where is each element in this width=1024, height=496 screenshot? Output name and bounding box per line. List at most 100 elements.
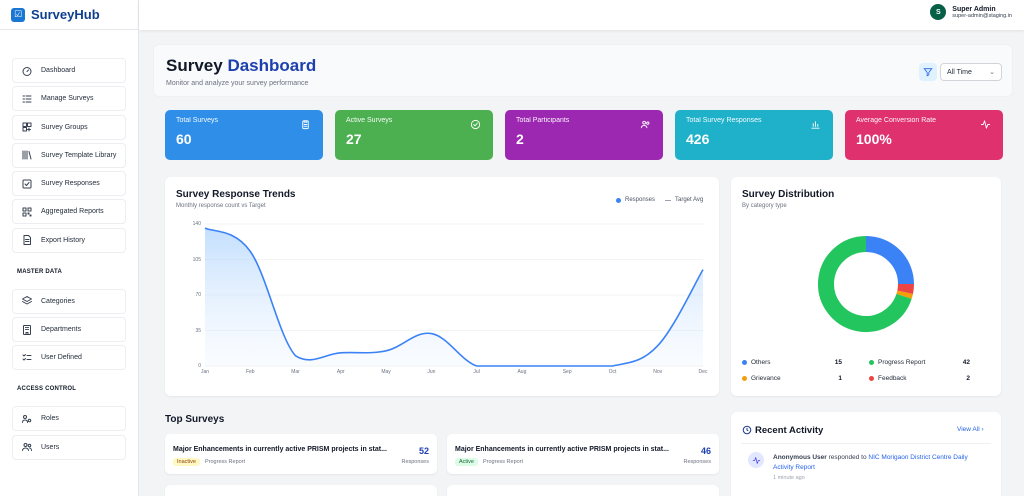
divider [741, 443, 991, 444]
users-icon [22, 443, 32, 452]
nav-section-master: MASTER DATA [17, 268, 62, 275]
legend-label: Others [751, 359, 771, 366]
survey-name: Major Enhancements in currently active P… [173, 446, 387, 453]
view-all-link[interactable]: View All › [957, 426, 984, 433]
time-range-select[interactable]: All Time ⌄ [940, 63, 1002, 81]
x-tick-label: Jun [427, 369, 436, 375]
sidebar-item-dashboard[interactable]: Dashboard [12, 58, 126, 83]
sidebar-item-manage-surveys[interactable]: Manage Surveys [12, 86, 126, 112]
legend-value: 2 [966, 375, 970, 382]
legend-dot-icon [742, 376, 747, 381]
x-tick-label: Aug [517, 369, 527, 375]
sidebar-item-roles[interactable]: Roles [12, 406, 126, 432]
brand-name: SurveyHub [31, 7, 100, 22]
avatar[interactable]: S [930, 4, 947, 20]
activity-icon [980, 120, 991, 129]
slice-grievance[interactable] [896, 290, 913, 299]
logo-icon: ☑ [11, 7, 25, 22]
top-survey-card[interactable]: Major Enhancements in currently active P… [447, 434, 719, 474]
legend-progress-report[interactable]: Progress Report [869, 359, 925, 366]
trends-subtitle: Monthly response count vs Target [176, 203, 266, 209]
stat-label: Active Surveys [346, 117, 393, 124]
stat-icon-wrap [810, 117, 821, 129]
sidebar-item-label: Survey Responses [41, 180, 100, 188]
sidebar-item-label: Aggregated Reports [41, 208, 104, 216]
sidebar-item-categories[interactable]: Categories [12, 288, 126, 314]
nav-section-access: ACCESS CONTROL [17, 386, 77, 393]
y-tick-label: 70 [195, 292, 201, 298]
stat-value: 100% [856, 131, 892, 147]
library-icon [22, 150, 32, 160]
response-count: 46 [700, 446, 711, 456]
stat-label: Total Surveys [176, 117, 219, 124]
legend-value: 1 [838, 375, 842, 382]
library-icon-wrap [21, 149, 33, 161]
x-tick-label: Mar [291, 369, 300, 375]
survey-card-placeholder [447, 485, 719, 496]
stat-card-total-survey-responses[interactable]: Total Survey Responses 426 [675, 110, 833, 160]
filter-button[interactable] [919, 63, 937, 81]
sidebar-item-survey-template-library[interactable]: Survey Template Library [12, 142, 126, 168]
y-tick-label: 105 [192, 256, 201, 263]
x-tick-label: Jan [200, 369, 210, 375]
recent-activity-card [731, 412, 1001, 496]
gauge-icon-wrap [21, 65, 33, 77]
stat-card-average-conversion-rate[interactable]: Average Conversion Rate 100% [845, 110, 1003, 160]
sidebar-item-export-history[interactable]: Export History [12, 227, 126, 253]
slice-others[interactable] [865, 236, 914, 285]
activity-user: Anonymous User [773, 454, 827, 461]
activity-icon [752, 456, 760, 464]
legend-target[interactable]: Target Avg [665, 197, 703, 203]
stat-value: 27 [346, 131, 362, 147]
sidebar-item-departments[interactable]: Departments [12, 317, 126, 343]
sidebar-item-survey-groups[interactable]: Survey Groups [12, 114, 126, 140]
legend-dot-icon [869, 376, 874, 381]
legend-others[interactable]: Others [742, 359, 771, 366]
user-menu[interactable]: S Super Admin super-admin@staging.in [930, 4, 1012, 20]
sidebar-item-survey-responses[interactable]: Survey Responses [12, 171, 126, 197]
legend-line-icon [665, 199, 671, 201]
gauge-icon [22, 66, 32, 76]
sidebar-item-label: Departments [41, 326, 82, 334]
legend-grievance[interactable]: Grievance [742, 375, 781, 382]
legend-feedback[interactable]: Feedback [869, 375, 907, 382]
sidebar-item-label: User Defined [41, 354, 82, 362]
stat-card-total-participants[interactable]: Total Participants 2 [505, 110, 663, 160]
sidebar-item-label: Survey Template Library [41, 151, 117, 159]
legend-responses[interactable]: Responses [616, 197, 655, 203]
activity-target-link[interactable]: NIC Morigaon District Centre Daily Activ… [773, 454, 968, 471]
brand[interactable]: ☑ SurveyHub [0, 0, 138, 30]
top-surveys-title: Top Surveys [165, 414, 225, 425]
filter-icon [923, 68, 933, 77]
participants-icon [640, 120, 650, 129]
top-survey-card[interactable]: Major Enhancements in currently active P… [165, 434, 437, 474]
slice-feedback[interactable] [897, 283, 914, 294]
roles-icon [22, 414, 32, 423]
x-tick-label: Apr [336, 369, 345, 375]
page-title: Survey Dashboard [166, 56, 316, 76]
stat-icon-wrap [640, 117, 651, 129]
y-tick-label: 140 [192, 221, 201, 227]
x-tick-label: May [381, 369, 391, 375]
sidebar-item-user-defined[interactable]: User Defined [12, 345, 126, 371]
stat-card-total-surveys[interactable]: Total Surveys 60 [165, 110, 323, 160]
list-icon [22, 95, 32, 103]
y-tick-label: 0 [198, 363, 201, 369]
x-tick-label: Oct [608, 369, 617, 375]
sidebar-item-users[interactable]: Users [12, 434, 126, 460]
sidebar-nav: Dashboard Manage Surveys Survey Groups Surv… [0, 30, 138, 460]
stat-card-active-surveys[interactable]: Active Surveys 27 [335, 110, 493, 160]
page-title-part2: Dashboard [227, 56, 317, 75]
clock-icon [742, 425, 752, 435]
checkbox-icon-wrap [21, 178, 33, 190]
users-icon-wrap [21, 441, 33, 453]
sidebar-item-label: Categories [41, 297, 75, 305]
slice-progress-report[interactable] [818, 236, 912, 332]
sidebar-item-label: Users [41, 443, 60, 451]
trends-title: Survey Response Trends [176, 189, 296, 200]
sidebar-item-aggregated-reports[interactable]: Aggregated Reports [12, 199, 126, 225]
clipboard-icon [302, 120, 309, 130]
activity-icon-wrap [748, 452, 764, 468]
x-tick-label: Sep [562, 369, 572, 375]
legend-dot-icon [616, 197, 621, 203]
